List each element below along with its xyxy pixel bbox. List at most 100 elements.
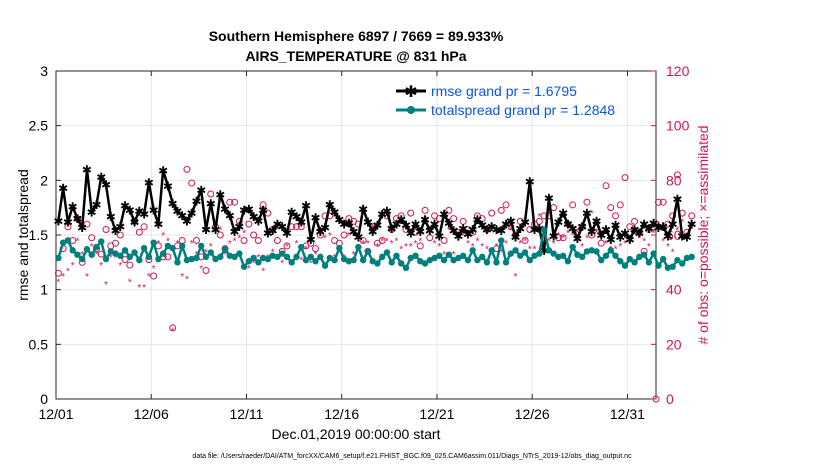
totalspread-point [578, 253, 586, 261]
assimilated-obs-point: * [280, 258, 284, 269]
assimilated-obs-point: * [604, 239, 608, 250]
totalspread-point [336, 244, 343, 252]
rmse-point: ✱ [677, 230, 687, 244]
assimilated-obs-point: * [647, 242, 651, 253]
rmse-point: ✱ [110, 224, 120, 238]
rmse-point: ✱ [401, 219, 411, 233]
assimilated-obs-point: * [671, 247, 675, 258]
totalspread-point [121, 247, 129, 254]
totalspread-point [550, 250, 557, 257]
rmse-point: ✱ [525, 175, 535, 189]
totalspread-point [255, 259, 262, 266]
y-tick-label-right: 20 [666, 336, 682, 352]
assimilated-obs-point: * [556, 231, 560, 242]
assimilated-obs-point: * [561, 234, 565, 245]
totalspread-point [421, 260, 429, 267]
rmse-point: ✱ [287, 206, 297, 220]
totalspread-point [474, 256, 481, 264]
rmse-point: ✱ [353, 231, 363, 245]
rmse-point: ✱ [130, 215, 140, 229]
rmse-point: ✱ [268, 224, 278, 238]
possible-obs-point [488, 209, 496, 217]
possible-obs-point [83, 220, 91, 228]
assimilated-obs-point: * [180, 272, 184, 283]
rmse-point: ✱ [544, 191, 554, 205]
assimilated-obs-point: * [114, 253, 118, 264]
totalspread-point [245, 258, 253, 265]
totalspread-point [417, 258, 424, 265]
assimilated-obs-point: * [109, 253, 113, 264]
rmse-point: ✱ [644, 222, 654, 236]
totalspread-point [655, 262, 662, 269]
totalspread-point [178, 242, 186, 250]
rmse-point: ✱ [53, 214, 63, 228]
rmse-point: ✱ [458, 222, 468, 236]
possible-obs-point [478, 215, 486, 223]
totalspread-point [307, 253, 314, 261]
rmse-point: ✱ [68, 200, 78, 214]
rmse-point: ✱ [225, 209, 235, 223]
totalspread-point [388, 259, 395, 266]
rmse-point: ✱ [410, 218, 420, 232]
rmse-point: ✱ [330, 206, 340, 220]
totalspread-point [564, 258, 572, 265]
rmse-point: ✱ [115, 220, 125, 234]
totalspread-point [407, 254, 414, 262]
rmse-point: ✱ [615, 231, 625, 245]
y-axis-label: rmse and totalspread [15, 169, 31, 301]
totalspread-point [131, 249, 138, 256]
assimilated-obs-point: * [404, 242, 408, 253]
totalspread-point [678, 260, 686, 267]
rmse-point: ✱ [96, 171, 106, 185]
rmse-point: ✱ [220, 202, 230, 216]
assimilated-obs-point: * [295, 239, 299, 250]
y-tick-label: 2 [40, 172, 48, 188]
rmse-point: ✱ [563, 218, 573, 232]
totalspread-point [559, 252, 567, 259]
possible-obs-point [569, 201, 577, 209]
possible-obs-point [626, 223, 634, 231]
rmse-point: ✱ [206, 197, 216, 211]
rmse-point: ✱ [649, 216, 659, 230]
assimilated-obs-point: * [533, 245, 537, 256]
totalspread-point [107, 248, 114, 255]
chart-title: Southern Hemisphere 6897 / 7669 = 89.933… [209, 28, 504, 44]
rmse-point: ✱ [363, 215, 373, 229]
possible-obs-point [283, 242, 291, 250]
totalspread-point [217, 253, 224, 261]
possible-obs-point [497, 206, 505, 214]
y-tick-label: 0.5 [29, 336, 49, 352]
assimilated-obs-point: * [328, 231, 332, 242]
totalspread-point [588, 247, 595, 254]
rmse-point: ✱ [634, 226, 644, 240]
rmse-point: ✱ [444, 216, 454, 230]
assimilated-obs-point: * [371, 223, 375, 234]
rmse-point: ✱ [539, 244, 549, 258]
totalspread-point [126, 253, 134, 261]
totalspread-point [345, 258, 353, 265]
possible-obs-point [254, 236, 262, 244]
assimilated-obs-point: * [399, 245, 403, 256]
x-tick-label: 12/21 [419, 406, 454, 422]
assimilated-obs-point: * [499, 247, 503, 258]
rmse-point: ✱ [144, 176, 154, 190]
possible-obs-point [526, 226, 534, 234]
possible-obs-point [654, 198, 662, 206]
rmse-point: ✱ [487, 220, 497, 234]
totalspread-point [607, 247, 614, 254]
rmse-point: ✱ [263, 226, 273, 240]
x-tick-label: 12/26 [515, 406, 550, 422]
rmse-point: ✱ [406, 226, 416, 240]
rmse-point: ✱ [453, 230, 463, 244]
rmse-point: ✱ [334, 213, 344, 227]
rmse-point: ✱ [91, 198, 101, 212]
assimilated-obs-point: * [85, 272, 89, 283]
rmse-point: ✱ [153, 218, 163, 232]
assimilated-obs-point: * [242, 228, 246, 239]
y-tick-label: 1 [40, 282, 48, 298]
totalspread-point [583, 248, 591, 255]
y-axis-label-right: # of obs: o=possible; ×=assimilated [695, 125, 711, 344]
assimilated-obs-point: * [442, 250, 446, 261]
assimilated-obs-point: * [166, 236, 170, 247]
possible-obs-point [259, 201, 267, 209]
